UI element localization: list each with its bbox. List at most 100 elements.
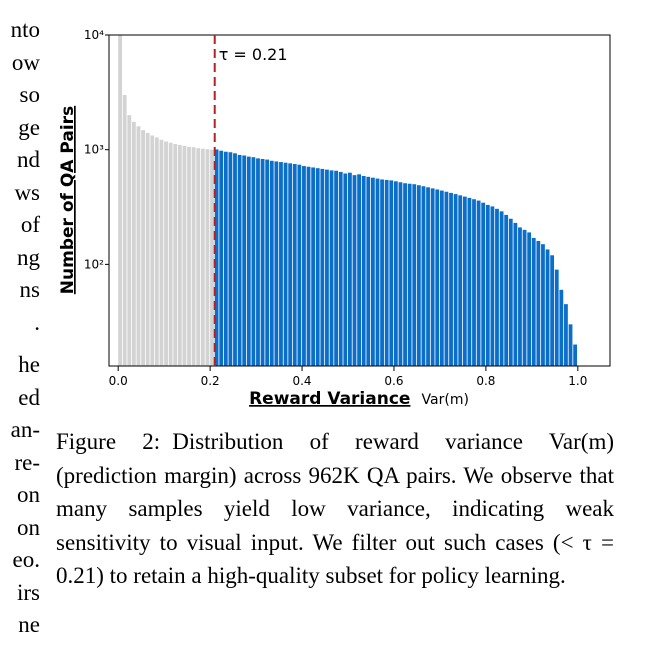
histogram-bar [348, 172, 352, 366]
left-column-line: re- [14, 449, 40, 475]
histogram-bar [237, 154, 242, 366]
histogram-bar [499, 211, 504, 366]
histogram-bar [536, 240, 541, 366]
left-column-line: on [17, 514, 40, 540]
left-column-line: on [17, 482, 40, 507]
histogram-bar [485, 204, 490, 366]
histogram-bar [435, 189, 440, 366]
histogram-bar [228, 152, 233, 366]
histogram-bar [269, 160, 274, 366]
x-axis-label-suffix: Var(m) [422, 392, 469, 408]
histogram-bar [219, 150, 224, 366]
histogram-bar [366, 176, 371, 366]
histogram-bar [168, 142, 173, 366]
histogram-bar [320, 168, 325, 366]
histogram-bar [200, 148, 205, 366]
histogram-bar [352, 175, 357, 366]
left-column-line: ns [19, 277, 40, 302]
histogram-bar [458, 195, 463, 366]
histogram-bar [508, 218, 513, 366]
threshold-label: τ = 0.21 [219, 45, 288, 64]
histogram-bar [481, 202, 486, 366]
left-column-line: ws [14, 179, 40, 205]
histogram-bar [191, 147, 196, 366]
histogram-bar [311, 167, 316, 366]
histogram-bar [361, 175, 366, 366]
left-column-line: so [19, 82, 40, 107]
plot-frame [108, 34, 611, 367]
histogram-bar [159, 139, 164, 366]
histogram-bar [444, 191, 449, 366]
histogram-bar [131, 121, 136, 366]
left-column-line: ge [18, 114, 40, 140]
histogram-bar [522, 229, 527, 366]
histogram-bar [242, 155, 247, 366]
histogram-bar [527, 232, 532, 366]
x-tick-label: 0.0 [109, 374, 128, 388]
left-column-text: nto ow so ge nd ws of ng ns. he ed an-re-on on eo. irs… [0, 14, 40, 642]
histogram-bar [325, 169, 329, 366]
left-column-line: eo. [12, 547, 40, 572]
histogram-bar [476, 200, 481, 366]
x-tick-label: 0.2 [201, 374, 220, 388]
left-column-line: he [18, 352, 40, 377]
histogram-bar [462, 196, 467, 366]
histogram-bar [251, 157, 256, 366]
histogram-bar [136, 126, 141, 366]
histogram-bar [407, 183, 412, 366]
caption-text: Distribution of reward variance Var(m) (… [56, 429, 614, 588]
histogram-bar [329, 170, 334, 366]
histogram-bar [302, 166, 306, 366]
histogram-bar [398, 182, 403, 366]
left-column-line: irs [17, 579, 40, 605]
histogram-bar [573, 344, 578, 366]
histogram-bar [122, 94, 127, 366]
y-tick-label: 10³ [84, 143, 104, 157]
histogram-bar [288, 163, 293, 366]
histogram-bar [412, 184, 417, 366]
histogram-bar [145, 132, 150, 366]
histogram-bar [210, 149, 214, 366]
histogram-bar [541, 244, 545, 366]
histogram-bar [439, 190, 444, 366]
histogram-bar [384, 179, 389, 366]
histogram-bar [141, 130, 145, 366]
histogram-bar [421, 186, 426, 366]
histogram-bar [214, 149, 219, 366]
histogram-bar [403, 183, 407, 366]
histogram-bar [495, 208, 499, 366]
left-column-line: nd [17, 147, 40, 172]
variance-histogram: τ = 0.21 0.0 0.2 0.4 0.6 0.8 1.0 10² 10³ 10⁴ Nu… [58, 28, 611, 409]
histogram-bar [196, 148, 201, 366]
left-column-line: an- [10, 417, 40, 442]
histogram-bar [223, 151, 228, 366]
caption-label: Figure 2: [56, 429, 161, 454]
histogram-bar [430, 188, 435, 366]
histogram-bar [449, 192, 453, 366]
histogram-bar [334, 170, 339, 366]
histogram-bar [164, 141, 168, 366]
histogram-bar [357, 174, 361, 366]
left-column-line: nto [10, 17, 40, 42]
histogram-bar [233, 153, 237, 366]
histogram-bar [504, 214, 509, 366]
histogram-bar [513, 222, 518, 366]
left-column-line: . [34, 309, 40, 335]
histogram-bar [274, 161, 279, 366]
histogram-bar [154, 137, 159, 366]
x-tick-label: 0.4 [292, 374, 311, 388]
histogram-bar [205, 149, 210, 366]
histogram-bar [467, 197, 472, 366]
histogram-bar [182, 145, 187, 366]
histogram-bar [490, 206, 495, 366]
x-axis-label: Reward Variance [249, 389, 410, 409]
histogram-bar [564, 304, 568, 366]
left-column-line: ed [18, 384, 40, 410]
histogram-bar [265, 159, 270, 366]
histogram-bar [306, 166, 311, 366]
histogram-bar [426, 187, 430, 366]
histogram-bar [283, 162, 288, 366]
histogram-bar [370, 177, 375, 366]
x-axis-label-group: Reward Variance Var(m) [249, 389, 469, 409]
histogram-bar [246, 156, 251, 366]
